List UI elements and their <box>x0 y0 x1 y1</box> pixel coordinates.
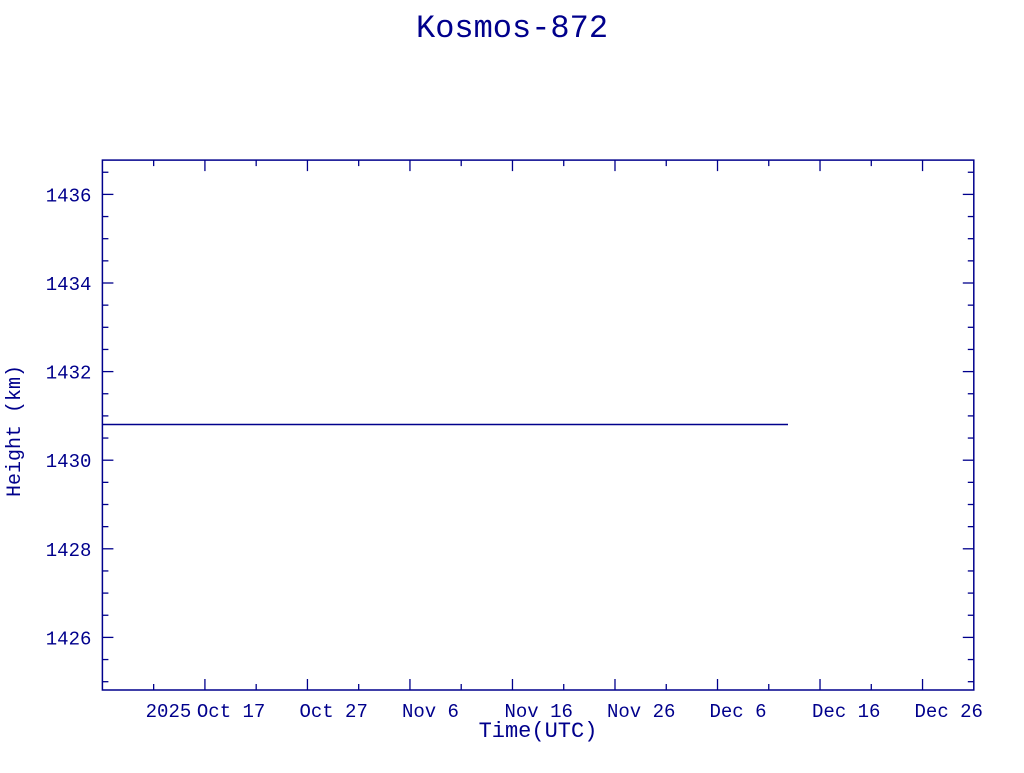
svg-text:2025: 2025 <box>146 701 192 723</box>
svg-text:Kosmos-872: Kosmos-872 <box>416 10 608 47</box>
svg-text:1426: 1426 <box>46 628 92 650</box>
svg-text:Dec 16: Dec 16 <box>812 701 880 723</box>
svg-text:Height (km): Height (km) <box>4 365 27 497</box>
svg-text:Nov 6: Nov 6 <box>402 701 459 723</box>
svg-text:Dec 6: Dec 6 <box>710 701 767 723</box>
svg-text:1430: 1430 <box>46 451 92 473</box>
svg-text:1434: 1434 <box>46 274 92 296</box>
svg-text:Oct 17: Oct 17 <box>197 701 265 723</box>
svg-text:Dec 26: Dec 26 <box>915 701 983 723</box>
svg-text:1432: 1432 <box>46 363 92 385</box>
svg-text:Oct 27: Oct 27 <box>299 701 367 723</box>
svg-text:Nov 26: Nov 26 <box>607 701 675 723</box>
svg-text:Time(UTC): Time(UTC) <box>479 719 598 744</box>
svg-text:1428: 1428 <box>46 540 92 562</box>
svg-text:1436: 1436 <box>46 185 92 207</box>
